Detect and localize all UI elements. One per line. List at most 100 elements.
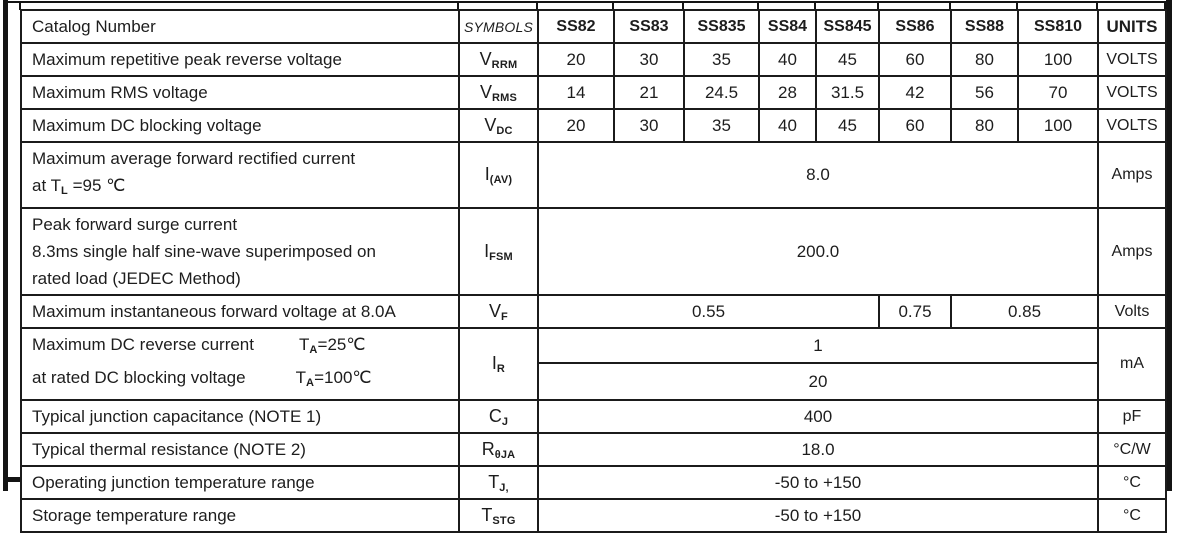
label-line: Maximum DC blocking voltage — [32, 116, 262, 135]
label-line: at TL =95 ℃ — [32, 176, 126, 197]
label-line: Typical junction capacitance (NOTE 1) — [32, 407, 322, 426]
label-line: Maximum DC reverse current TA=25℃ — [32, 335, 366, 356]
value-cell: 0.85 — [950, 294, 1099, 329]
unit-cell: °C — [1097, 498, 1167, 533]
value-cell: -50 to +150 — [537, 465, 1099, 500]
value-cell: 30 — [613, 42, 685, 77]
table-row-vrrm: Maximum repetitive peak reverse voltage V… — [20, 42, 1167, 77]
grid-line-stub — [682, 2, 684, 10]
table-row-tstg: Storage temperature range TSTG -50 to +150… — [20, 498, 1167, 533]
column-header-ss83: SS83 — [613, 9, 685, 44]
column-header-ss810: SS810 — [1017, 9, 1099, 44]
value-cell: 20 — [537, 42, 615, 77]
value-cell: 0.75 — [878, 294, 952, 329]
grid-line-stub — [457, 2, 459, 10]
symbol-vrrm: VRRM — [458, 42, 539, 77]
value-cell: 70 — [1017, 75, 1099, 110]
subscript: F — [501, 310, 508, 323]
label-line: Maximum RMS voltage — [32, 83, 208, 102]
symbol-ir: IR — [458, 327, 539, 401]
subscript: FSM — [489, 250, 513, 263]
column-header-units: UNITS — [1097, 9, 1167, 44]
label-line: IFSM — [484, 240, 513, 263]
label-line: I(AV) — [484, 164, 513, 186]
maximum-ratings-table: Catalog Number SYMBOLS SS82 SS83 SS835 SS84 SS… — [20, 9, 1167, 533]
value-cell: 200.0 — [537, 207, 1099, 296]
value-cell: 56 — [950, 75, 1019, 110]
value-cell: 20 — [537, 362, 1099, 401]
table-row-iav: Maximum average forward rectified curren… — [20, 141, 1167, 209]
row-label-tj: Operating junction temperature range — [20, 465, 460, 500]
label-line: TSTG — [481, 504, 516, 527]
value-cell: 0.55 — [537, 294, 880, 329]
value-cell: 21 — [613, 75, 685, 110]
label-line: VDC — [484, 114, 513, 137]
unit-cell: VOLTS — [1097, 42, 1167, 77]
grid-line-stub — [949, 2, 951, 10]
page-top-rule — [6, 1, 1170, 3]
subscript: θJA — [494, 448, 516, 461]
value-cell: 40 — [758, 42, 817, 77]
grid-line-stub — [1096, 2, 1098, 10]
value-cell: 18.0 — [537, 432, 1099, 467]
table-row-vf: Maximum instantaneous forward voltage at… — [20, 294, 1167, 329]
subscript: DC — [496, 124, 513, 137]
label-line: Operating junction temperature range — [32, 473, 315, 492]
table-row-vrms: Maximum RMS voltage VRMS 14 21 24.5 28 31.5 42 5… — [20, 75, 1167, 110]
grid-line-stub — [19, 2, 21, 10]
label-line: 8.3ms single half sine-wave superimposed… — [32, 242, 376, 261]
subscript: STG — [492, 514, 516, 527]
row-label-vdc: Maximum DC blocking voltage — [20, 108, 460, 143]
label-line: Maximum repetitive peak reverse voltage — [32, 50, 342, 69]
row-label-cj: Typical junction capacitance (NOTE 1) — [20, 399, 460, 434]
label-line: at rated DC blocking voltage TA=100℃ — [32, 368, 372, 389]
row-label-iav: Maximum average forward rectified curren… — [20, 141, 460, 209]
label-line: RθJA — [481, 438, 516, 461]
unit-cell: Amps — [1097, 207, 1167, 296]
symbol-cj: CJ — [458, 399, 539, 434]
label-line: Typical thermal resistance (NOTE 2) — [32, 440, 306, 459]
unit-cell: °C — [1097, 465, 1167, 500]
label-line: VRMS — [479, 81, 518, 104]
table-row-tj: Operating junction temperature range TJ, -… — [20, 465, 1167, 500]
label-line: Maximum instantaneous forward voltage at… — [32, 302, 396, 321]
datasheet-page: Catalog Number SYMBOLS SS82 SS83 SS835 SS84 SS… — [3, 0, 1172, 533]
grid-line-stub — [814, 2, 816, 10]
column-header-ss82: SS82 — [537, 9, 615, 44]
page-left-border — [3, 0, 8, 491]
grid-line-stub — [757, 2, 759, 10]
value-cell: 20 — [537, 108, 615, 143]
table-header-row: Catalog Number SYMBOLS SS82 SS83 SS835 SS84 SS… — [20, 9, 1167, 44]
symbol-rthja: RθJA — [458, 432, 539, 467]
value-cell: 80 — [950, 108, 1019, 143]
unit-cell: Volts — [1097, 294, 1167, 329]
symbol-tstg: TSTG — [458, 498, 539, 533]
row-label-vf: Maximum instantaneous forward voltage at… — [20, 294, 460, 329]
column-header-ss84: SS84 — [758, 9, 817, 44]
column-header-ss835: SS835 — [683, 9, 760, 44]
unit-cell: °C/W — [1097, 432, 1167, 467]
column-header-symbols: SYMBOLS — [458, 9, 539, 44]
value-cell: 100 — [1017, 42, 1099, 77]
page-right-border — [1166, 0, 1172, 491]
row-label-rthja: Typical thermal resistance (NOTE 2) — [20, 432, 460, 467]
subscript: A — [305, 377, 315, 389]
unit-cell: VOLTS — [1097, 108, 1167, 143]
value-cell: 24.5 — [683, 75, 760, 110]
column-header-ss845: SS845 — [815, 9, 880, 44]
symbol-vf: VF — [458, 294, 539, 329]
value-cell: 42 — [878, 75, 952, 110]
value-cell: 8.0 — [537, 141, 1099, 209]
symbol-tj: TJ, — [458, 465, 539, 500]
value-cell: 100 — [1017, 108, 1099, 143]
subscript: RRM — [491, 58, 518, 71]
value-cell: 45 — [815, 108, 880, 143]
subscript: RMS — [491, 91, 518, 104]
symbol-ifsm: IFSM — [458, 207, 539, 296]
grid-line-stub — [1164, 2, 1166, 10]
value-cell: 28 — [758, 75, 817, 110]
table-row-cj: Typical junction capacitance (NOTE 1) CJ 4… — [20, 399, 1167, 434]
value-cell: 1 — [537, 326, 1099, 365]
value-cell: 14 — [537, 75, 615, 110]
column-header-ss86: SS86 — [878, 9, 952, 44]
